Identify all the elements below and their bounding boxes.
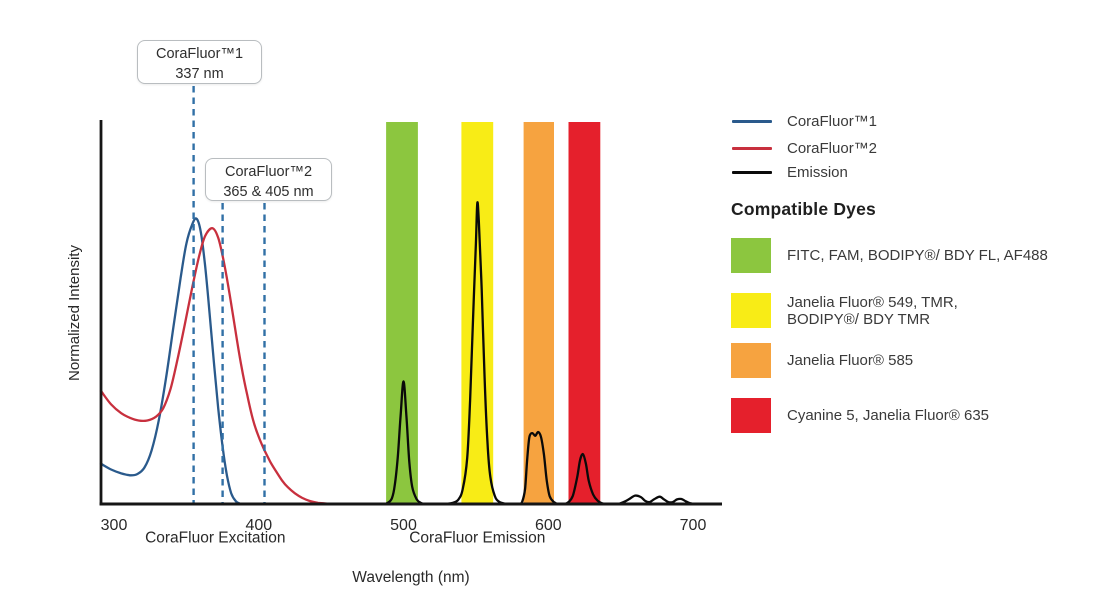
x-section-label-excitation: CoraFluor Excitation bbox=[145, 530, 285, 547]
dye-row-green: FITC, FAM, BODIPY®/ BDY FL, AF488 bbox=[731, 238, 1048, 273]
compatible-dyes-heading: Compatible Dyes bbox=[731, 199, 876, 219]
x-tick-label-600: 600 bbox=[535, 517, 562, 534]
annotation-value: 337 nm bbox=[175, 66, 224, 82]
annotation-value: 365 & 405 nm bbox=[223, 184, 314, 200]
y-axis-title: Normalized Intensity bbox=[66, 245, 83, 381]
annotation-title: CoraFluor™2 bbox=[224, 164, 313, 180]
dye-row-orange: Janelia Fluor® 585 bbox=[731, 343, 913, 378]
dye-label: Janelia Fluor® 585 bbox=[787, 352, 914, 369]
curve-corafluor1-excitation bbox=[99, 217, 247, 506]
x-tick-label-300: 300 bbox=[101, 517, 128, 534]
x-tick-label-500: 500 bbox=[390, 517, 417, 534]
legend-label: CoraFluor™2 bbox=[787, 139, 878, 157]
legend-label: Emission bbox=[787, 163, 848, 181]
curve-corafluor2-excitation bbox=[99, 227, 341, 506]
annotation-title: CoraFluor™1 bbox=[155, 46, 244, 62]
annotation-corafluor1-excitation: CoraFluor™1 337 nm bbox=[137, 40, 262, 84]
dye-label: FITC, FAM, BODIPY®/ BDY FL, AF488 bbox=[787, 247, 1048, 264]
x-axis-title: Wavelength (nm) bbox=[352, 569, 469, 586]
x-tick-label-400: 400 bbox=[245, 517, 272, 534]
dye-row-yellow: Janelia Fluor® 549, TMR, BODIPY®/ BDY TM… bbox=[731, 293, 958, 328]
legend-item-corafluor2: CoraFluor™2 bbox=[732, 139, 877, 157]
legend-item-emission: Emission bbox=[732, 163, 848, 181]
dye-row-red: Cyanine 5, Janelia Fluor® 635 bbox=[731, 398, 989, 433]
legend-item-corafluor1: CoraFluor™1 bbox=[732, 112, 877, 130]
x-tick-label-700: 700 bbox=[680, 517, 707, 534]
x-section-label-emission: CoraFluor Emission bbox=[409, 530, 545, 547]
spectra-chart: 300 400 500 600 700 CoraFluor Excitation CoraF… bbox=[66, 86, 722, 586]
dye-label: Janelia Fluor® 549, TMR, BODIPY®/ BDY TM… bbox=[787, 293, 958, 328]
curve-emission bbox=[338, 201, 713, 506]
annotation-corafluor2-excitation: CoraFluor™2 365 & 405 nm bbox=[205, 158, 332, 201]
filter-band-green bbox=[386, 122, 418, 504]
filter-band-red bbox=[568, 122, 601, 504]
legend-label: CoraFluor™1 bbox=[787, 112, 878, 130]
dye-label: Cyanine 5, Janelia Fluor® 635 bbox=[787, 407, 990, 424]
